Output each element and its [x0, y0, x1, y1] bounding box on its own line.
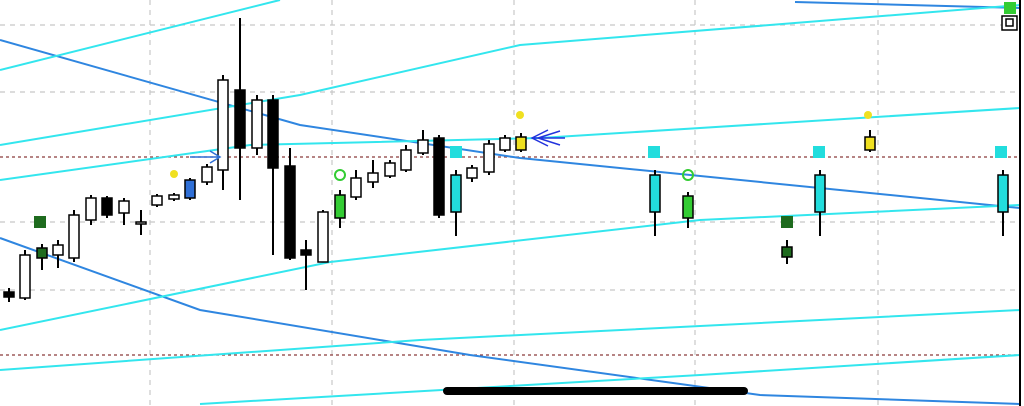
- candle-body: [433, 137, 445, 216]
- candle-body: [450, 174, 462, 213]
- indicator-line: [0, 107, 1021, 181]
- candle-body: [284, 165, 296, 259]
- markers: [34, 2, 1016, 228]
- candle-body: [864, 136, 876, 151]
- candle-body: [101, 197, 113, 216]
- indicator-line: [0, 4, 1021, 146]
- candle-body: [85, 197, 97, 221]
- marker-circle: [682, 169, 694, 181]
- candle-body: [499, 137, 511, 151]
- marker-dot: [516, 111, 524, 119]
- candle-body: [781, 246, 793, 258]
- candle-body: [217, 79, 229, 171]
- marker-square: [995, 146, 1007, 158]
- marker-circle: [334, 169, 346, 181]
- indicator-line: [199, 354, 1021, 405]
- candle-body: [483, 143, 495, 173]
- candle-body: [997, 174, 1009, 213]
- marker-square: [450, 146, 462, 158]
- candle-body: [52, 244, 64, 256]
- candle-body: [267, 99, 279, 169]
- indicator-line: [0, 204, 1021, 331]
- marker-square: [34, 216, 46, 228]
- icon[interactable]: [1001, 15, 1018, 31]
- candle-body: [201, 166, 213, 183]
- candle-body: [251, 99, 263, 149]
- home-indicator[interactable]: [443, 387, 748, 395]
- marker-square: [813, 146, 825, 158]
- indicator-line: [0, 0, 281, 71]
- candle-body: [135, 221, 147, 225]
- candle-body: [814, 174, 826, 213]
- marker-square: [781, 216, 793, 228]
- candle-body: [184, 179, 196, 199]
- icon-inner: [1005, 18, 1014, 27]
- arrow: [530, 129, 565, 147]
- candle-body: [649, 174, 661, 213]
- candle-body: [515, 136, 527, 151]
- candle-body: [36, 247, 48, 259]
- candle-body: [19, 254, 31, 299]
- indicator-line: [0, 237, 1021, 405]
- candle-body: [417, 139, 429, 154]
- candle-body: [234, 89, 246, 149]
- candle-body: [118, 200, 130, 214]
- candles: [3, 18, 1009, 302]
- candle-body: [151, 195, 163, 206]
- candle-body: [68, 214, 80, 259]
- marker-square: [648, 146, 660, 158]
- arrows: [190, 129, 565, 164]
- candle-body: [168, 194, 180, 200]
- candle-body: [300, 249, 312, 256]
- indicator-line: [0, 309, 1021, 371]
- candle-body: [367, 172, 379, 183]
- marker-square: [1004, 2, 1016, 14]
- candle-body: [317, 211, 329, 263]
- indicator-line: [0, 39, 1021, 209]
- candle-body: [334, 194, 346, 219]
- marker-dot: [864, 111, 872, 119]
- candle-body: [350, 177, 362, 198]
- arrow: [190, 150, 222, 164]
- marker-dot: [170, 170, 178, 178]
- candle-body: [682, 195, 694, 219]
- candle-body: [3, 291, 15, 298]
- candle-body: [466, 167, 478, 179]
- candle-body: [400, 149, 412, 171]
- candle-body: [384, 162, 396, 177]
